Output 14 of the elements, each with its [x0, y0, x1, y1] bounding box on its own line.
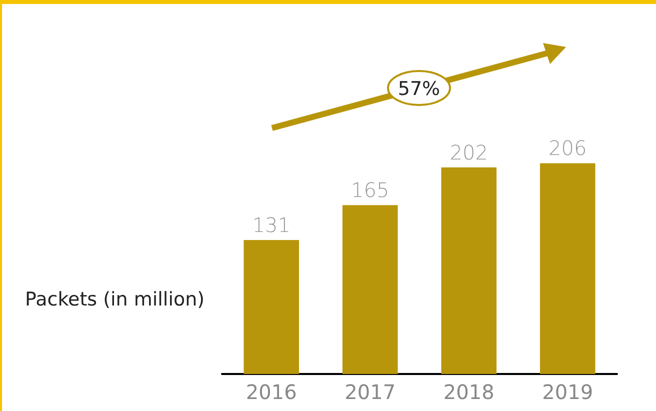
data-label: 165: [351, 178, 390, 202]
bar: [441, 167, 497, 374]
data-label: 206: [548, 136, 587, 160]
y-axis-title: Packets (in million): [25, 288, 205, 310]
data-label: 202: [450, 140, 488, 164]
bar: [540, 163, 596, 374]
x-tick-label: 2016: [246, 380, 297, 404]
x-tick-label: 2017: [344, 380, 396, 404]
data-label: 131: [252, 212, 290, 237]
text: 57%: [398, 78, 440, 100]
x-tick-label: 2019: [542, 380, 594, 404]
bar: [244, 240, 300, 374]
bar: [342, 205, 398, 374]
x-tick-label: 2018: [443, 380, 494, 404]
